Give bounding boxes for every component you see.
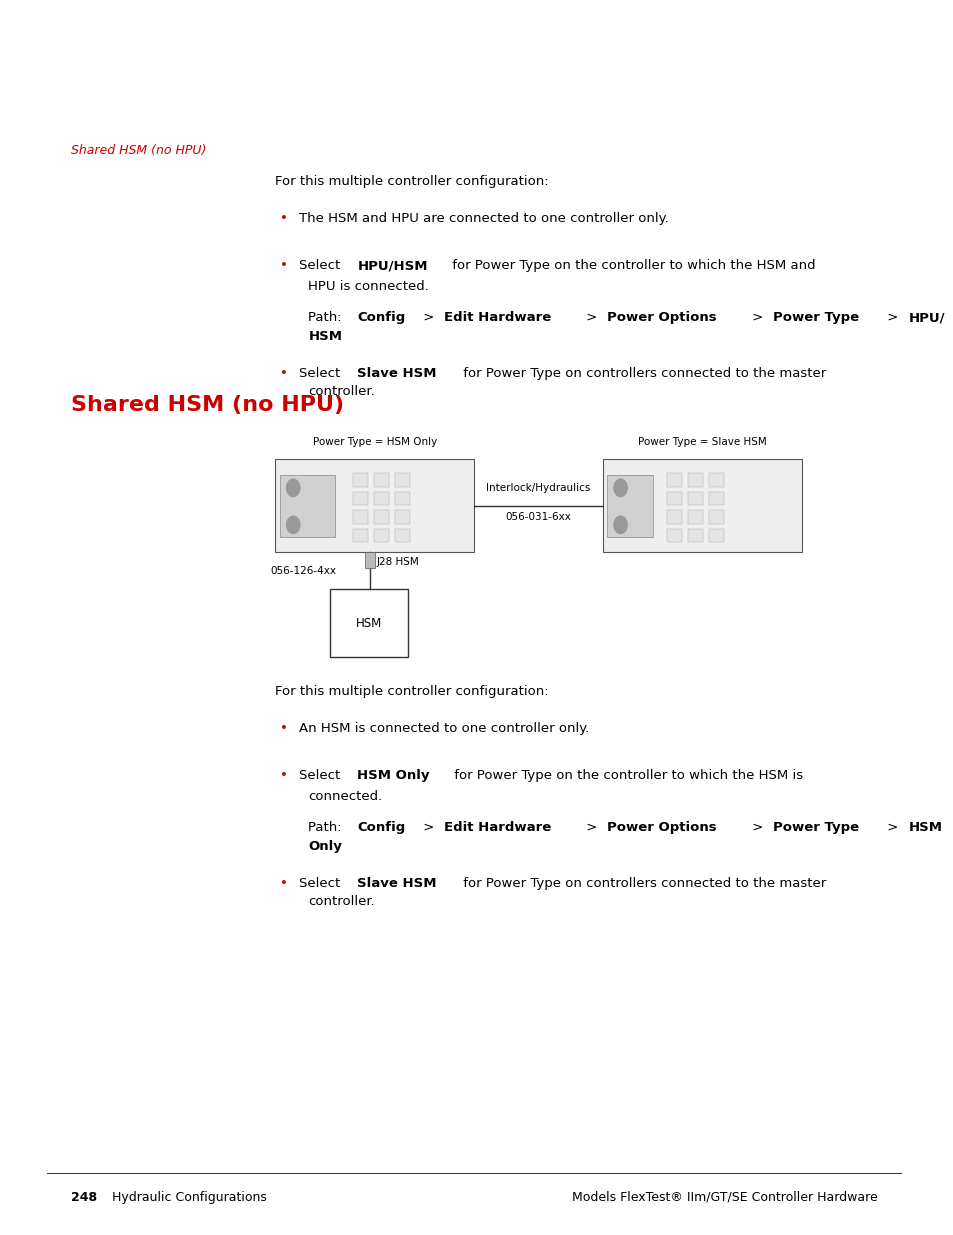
Bar bbox=[374, 492, 389, 505]
Text: >: > bbox=[882, 821, 902, 835]
Text: Power Options: Power Options bbox=[606, 821, 716, 835]
Text: >: > bbox=[747, 821, 766, 835]
Text: Power Type: Power Type bbox=[772, 311, 858, 325]
Text: Slave HSM: Slave HSM bbox=[357, 367, 436, 380]
Text: >: > bbox=[418, 821, 438, 835]
Bar bbox=[353, 492, 368, 505]
Text: for Power Type on controllers connected to the master: for Power Type on controllers connected … bbox=[458, 367, 825, 380]
Text: Config: Config bbox=[356, 821, 405, 835]
Bar bbox=[708, 473, 723, 487]
Text: Select: Select bbox=[298, 367, 344, 380]
Text: Power Type: Power Type bbox=[772, 821, 858, 835]
Bar bbox=[687, 510, 702, 524]
Text: HSM: HSM bbox=[907, 821, 942, 835]
Text: Slave HSM: Slave HSM bbox=[357, 877, 436, 890]
Text: HSM: HSM bbox=[355, 616, 382, 630]
Text: 056-126-4xx: 056-126-4xx bbox=[270, 566, 336, 576]
Text: >: > bbox=[418, 311, 438, 325]
Text: 056-031-6xx: 056-031-6xx bbox=[505, 513, 571, 522]
Text: Only: Only bbox=[308, 840, 342, 853]
Text: Edit Hardware: Edit Hardware bbox=[444, 311, 551, 325]
Bar bbox=[708, 529, 723, 542]
Text: •: • bbox=[279, 367, 288, 380]
Bar bbox=[687, 473, 702, 487]
Bar bbox=[607, 475, 652, 537]
Bar bbox=[353, 510, 368, 524]
Bar bbox=[374, 510, 389, 524]
Text: For this multiple controller configuration:: For this multiple controller configurati… bbox=[274, 685, 548, 699]
Text: 248: 248 bbox=[71, 1191, 97, 1204]
Text: HPU is connected.: HPU is connected. bbox=[308, 280, 429, 294]
Text: Path:: Path: bbox=[308, 821, 346, 835]
Bar bbox=[708, 510, 723, 524]
Text: Models FlexTest® IIm/GT/SE Controller Hardware: Models FlexTest® IIm/GT/SE Controller Ha… bbox=[572, 1191, 877, 1204]
Text: Power Type = HSM Only: Power Type = HSM Only bbox=[313, 437, 436, 447]
Text: HSM: HSM bbox=[308, 330, 342, 343]
Bar bbox=[353, 529, 368, 542]
Bar bbox=[666, 473, 681, 487]
Bar bbox=[365, 552, 375, 568]
Text: Power Type = Slave HSM: Power Type = Slave HSM bbox=[638, 437, 766, 447]
Bar bbox=[666, 510, 681, 524]
Text: Interlock/Hydraulics: Interlock/Hydraulics bbox=[486, 483, 590, 493]
Bar bbox=[279, 475, 335, 537]
Text: for Power Type on the controller to which the HSM and: for Power Type on the controller to whic… bbox=[447, 259, 815, 273]
Bar bbox=[687, 492, 702, 505]
Circle shape bbox=[614, 516, 626, 534]
Text: Path:: Path: bbox=[308, 311, 346, 325]
Text: Hydraulic Configurations: Hydraulic Configurations bbox=[99, 1191, 266, 1204]
Circle shape bbox=[286, 479, 299, 496]
Bar bbox=[395, 510, 410, 524]
Bar bbox=[666, 529, 681, 542]
Text: >: > bbox=[581, 821, 600, 835]
Text: An HSM is connected to one controller only.: An HSM is connected to one controller on… bbox=[298, 722, 589, 736]
Text: Config: Config bbox=[356, 311, 405, 325]
Circle shape bbox=[614, 479, 626, 496]
Text: controller.: controller. bbox=[308, 895, 375, 909]
Bar bbox=[708, 492, 723, 505]
Text: Select: Select bbox=[298, 877, 344, 890]
Text: >: > bbox=[882, 311, 902, 325]
Text: Shared HSM (no HPU): Shared HSM (no HPU) bbox=[71, 395, 344, 415]
Text: connected.: connected. bbox=[308, 790, 382, 804]
Text: Select: Select bbox=[298, 259, 344, 273]
FancyBboxPatch shape bbox=[274, 459, 474, 552]
Text: •: • bbox=[279, 259, 288, 273]
Bar bbox=[395, 529, 410, 542]
Text: for Power Type on the controller to which the HSM is: for Power Type on the controller to whic… bbox=[450, 769, 802, 783]
Text: •: • bbox=[279, 769, 288, 783]
Text: The HSM and HPU are connected to one controller only.: The HSM and HPU are connected to one con… bbox=[298, 212, 668, 226]
Text: For this multiple controller configuration:: For this multiple controller configurati… bbox=[274, 175, 548, 189]
Text: >: > bbox=[747, 311, 766, 325]
Text: J28 HSM: J28 HSM bbox=[376, 557, 419, 567]
Text: Shared HSM (no HPU): Shared HSM (no HPU) bbox=[71, 144, 207, 158]
Text: controller.: controller. bbox=[308, 385, 375, 399]
Bar bbox=[395, 492, 410, 505]
Bar bbox=[395, 473, 410, 487]
Text: HSM Only: HSM Only bbox=[357, 769, 430, 783]
Text: HPU/HSM: HPU/HSM bbox=[357, 259, 427, 273]
Text: for Power Type on controllers connected to the master: for Power Type on controllers connected … bbox=[458, 877, 825, 890]
Text: •: • bbox=[279, 722, 288, 736]
Text: Edit Hardware: Edit Hardware bbox=[444, 821, 551, 835]
FancyBboxPatch shape bbox=[602, 459, 801, 552]
Bar bbox=[666, 492, 681, 505]
Text: HPU/: HPU/ bbox=[907, 311, 944, 325]
Circle shape bbox=[286, 516, 299, 534]
Bar bbox=[687, 529, 702, 542]
Text: Select: Select bbox=[298, 769, 344, 783]
Text: •: • bbox=[279, 877, 288, 890]
Text: >: > bbox=[581, 311, 600, 325]
Bar bbox=[330, 589, 408, 657]
Text: •: • bbox=[279, 212, 288, 226]
Bar bbox=[374, 473, 389, 487]
Text: Power Options: Power Options bbox=[606, 311, 716, 325]
Bar bbox=[374, 529, 389, 542]
Bar bbox=[353, 473, 368, 487]
